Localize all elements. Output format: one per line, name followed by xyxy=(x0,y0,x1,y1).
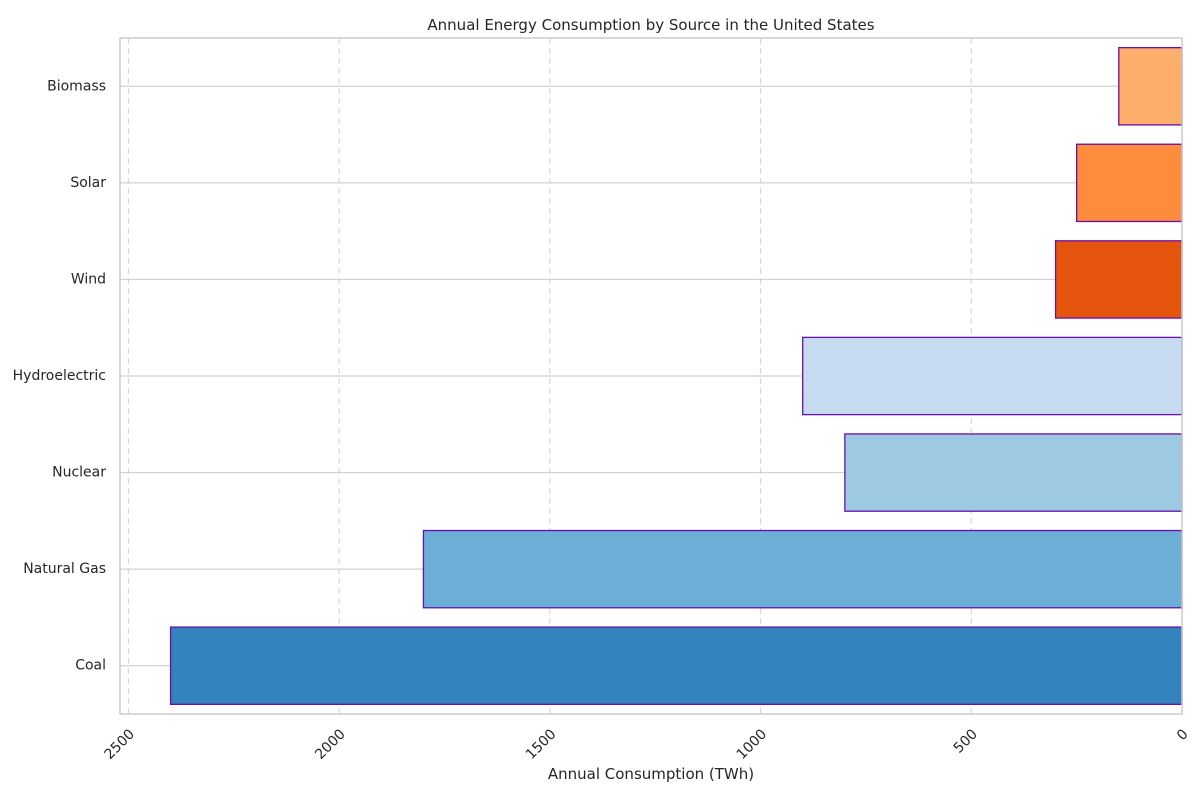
y-tick-label: Coal xyxy=(75,658,106,674)
bar-nuclear xyxy=(844,433,1183,512)
y-tick-label: Hydroelectric xyxy=(13,368,106,384)
bars-layer xyxy=(169,47,1183,705)
chart-title: Annual Energy Consumption by Source in t… xyxy=(427,16,874,34)
x-tick-label: 0 xyxy=(1174,726,1192,744)
x-tick-label: 1500 xyxy=(523,726,560,763)
bar-natural-gas xyxy=(422,529,1183,609)
x-tick-label: 2000 xyxy=(312,726,349,763)
y-tick-label: Solar xyxy=(70,175,106,191)
bar-solar xyxy=(1075,143,1183,223)
y-tick-labels: Coal Natural Gas Nuclear Hydroelectric Wind S… xyxy=(13,78,107,673)
x-axis-label: Annual Consumption (TWh) xyxy=(548,765,754,783)
bar-biomass xyxy=(1118,47,1183,126)
x-tick-label: 2500 xyxy=(102,726,139,763)
y-tick-label: Biomass xyxy=(47,78,106,94)
bar-hydroelectric xyxy=(802,336,1183,416)
bar-coal xyxy=(169,626,1183,705)
x-tick-labels: 2500 2000 1500 1000 500 0 xyxy=(102,726,1192,763)
bar-wind xyxy=(1054,240,1183,319)
y-tick-label: Wind xyxy=(71,271,106,287)
x-tick-label: 500 xyxy=(951,726,981,756)
y-tick-label: Natural Gas xyxy=(23,561,106,577)
x-tick-label: 1000 xyxy=(734,726,771,763)
y-tick-label: Nuclear xyxy=(52,465,106,481)
plot-frame xyxy=(119,37,1183,715)
